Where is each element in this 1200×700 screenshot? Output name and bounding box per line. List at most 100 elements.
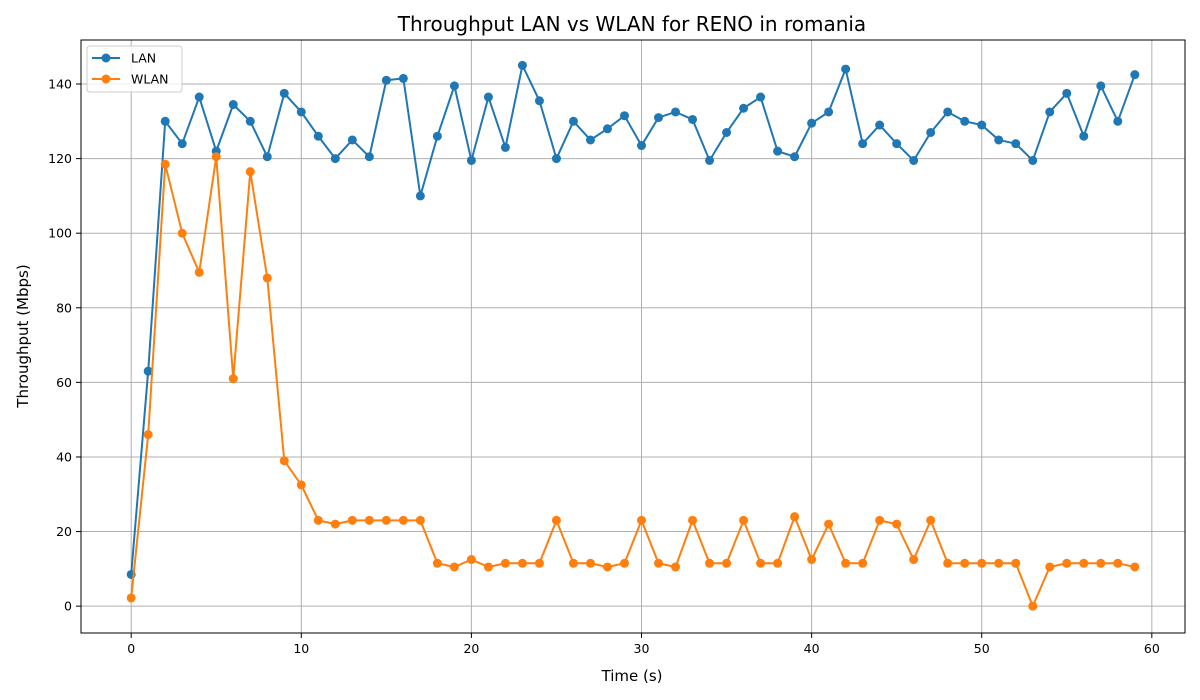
- lan-point: [1096, 81, 1106, 91]
- lan-point: [585, 135, 595, 145]
- wlan-point: [841, 558, 851, 568]
- wlan-point: [790, 512, 800, 522]
- lan-point: [909, 155, 919, 165]
- lan-point: [398, 73, 408, 83]
- legend-wlan-marker: [101, 74, 111, 84]
- wlan-point: [756, 558, 766, 568]
- lan-point: [1028, 155, 1038, 165]
- wlan-point: [415, 515, 425, 525]
- wlan-point: [160, 159, 170, 169]
- y-tick-label: 100: [48, 226, 72, 241]
- lan-point: [432, 131, 442, 141]
- x-tick-label: 30: [634, 641, 650, 656]
- wlan-point: [892, 519, 902, 529]
- lan-point: [381, 75, 391, 85]
- lan-point: [1079, 131, 1089, 141]
- wlan-point: [1045, 562, 1055, 572]
- wlan-point: [1113, 558, 1123, 568]
- lan-point: [943, 107, 953, 117]
- wlan-point: [688, 515, 698, 525]
- wlan-point: [977, 558, 987, 568]
- lan-point: [926, 127, 936, 137]
- wlan-point: [432, 558, 442, 568]
- lan-point: [160, 116, 170, 126]
- lan-point: [449, 81, 459, 91]
- lan-point: [245, 116, 255, 126]
- wlan-point: [347, 515, 357, 525]
- wlan-point: [943, 558, 953, 568]
- wlan-point: [1011, 558, 1021, 568]
- lan-point: [892, 139, 902, 149]
- wlan-point: [381, 515, 391, 525]
- wlan-series: [126, 152, 1140, 611]
- wlan-point: [1062, 558, 1072, 568]
- lan-point: [330, 154, 340, 164]
- lan-point: [688, 114, 698, 124]
- lan-point: [654, 113, 664, 123]
- x-axis-label: Time (s): [601, 667, 663, 685]
- lan-point: [602, 124, 612, 134]
- wlan-point: [1130, 562, 1140, 572]
- lan-point: [551, 154, 561, 164]
- y-tick-label: 20: [56, 524, 72, 539]
- wlan-point: [398, 515, 408, 525]
- y-tick-label: 0: [64, 599, 72, 614]
- lan-point: [1062, 88, 1072, 98]
- wlan-point: [126, 593, 136, 603]
- wlan-point: [619, 558, 629, 568]
- lan-point: [279, 88, 289, 98]
- wlan-point: [296, 480, 306, 490]
- lan-point: [824, 107, 834, 117]
- lan-point: [858, 139, 868, 149]
- lan-point: [1045, 107, 1055, 117]
- lan-point: [194, 92, 204, 102]
- lan-point: [262, 152, 272, 162]
- wlan-point: [143, 430, 153, 440]
- wlan-point: [517, 558, 527, 568]
- wlan-point: [534, 558, 544, 568]
- wlan-point: [313, 515, 323, 525]
- wlan-point: [994, 558, 1004, 568]
- wlan-point: [364, 515, 374, 525]
- wlan-point: [279, 456, 289, 466]
- wlan-point: [875, 515, 885, 525]
- wlan-point: [449, 562, 459, 572]
- lan-point: [807, 118, 817, 128]
- x-tick-label: 20: [463, 641, 479, 656]
- wlan-point: [909, 555, 919, 565]
- wlan-point: [654, 558, 664, 568]
- lan-point: [415, 191, 425, 201]
- lan-point: [960, 116, 970, 126]
- lan-point: [875, 120, 885, 130]
- lan-point: [534, 96, 544, 106]
- wlan-point: [637, 515, 647, 525]
- lan-point: [977, 120, 987, 130]
- lan-point: [994, 135, 1004, 145]
- wlan-point: [466, 555, 476, 565]
- wlan-point: [807, 555, 817, 565]
- lan-point: [619, 111, 629, 121]
- wlan-point: [1079, 558, 1089, 568]
- lan-point: [143, 366, 153, 376]
- wlan-point: [194, 267, 204, 277]
- legend-wlan-label: WLAN: [131, 72, 169, 87]
- wlan-point: [960, 558, 970, 568]
- lan-point: [228, 100, 238, 110]
- lan-point: [347, 135, 357, 145]
- y-tick-label: 80: [56, 300, 72, 315]
- wlan-point: [483, 562, 493, 572]
- lan-point: [177, 139, 187, 149]
- wlan-point: [177, 228, 187, 238]
- lan-point: [517, 60, 527, 70]
- lan-point: [1113, 116, 1123, 126]
- lan-point: [500, 142, 510, 152]
- x-tick-label: 0: [127, 641, 135, 656]
- y-axis-label: Throughput (Mbps): [14, 264, 32, 408]
- lan-point: [313, 131, 323, 141]
- chart-title: Throughput LAN vs WLAN for RENO in roman…: [397, 12, 866, 36]
- lan-point: [1130, 70, 1140, 80]
- lan-point: [773, 146, 783, 156]
- legend: LAN WLAN: [86, 45, 183, 93]
